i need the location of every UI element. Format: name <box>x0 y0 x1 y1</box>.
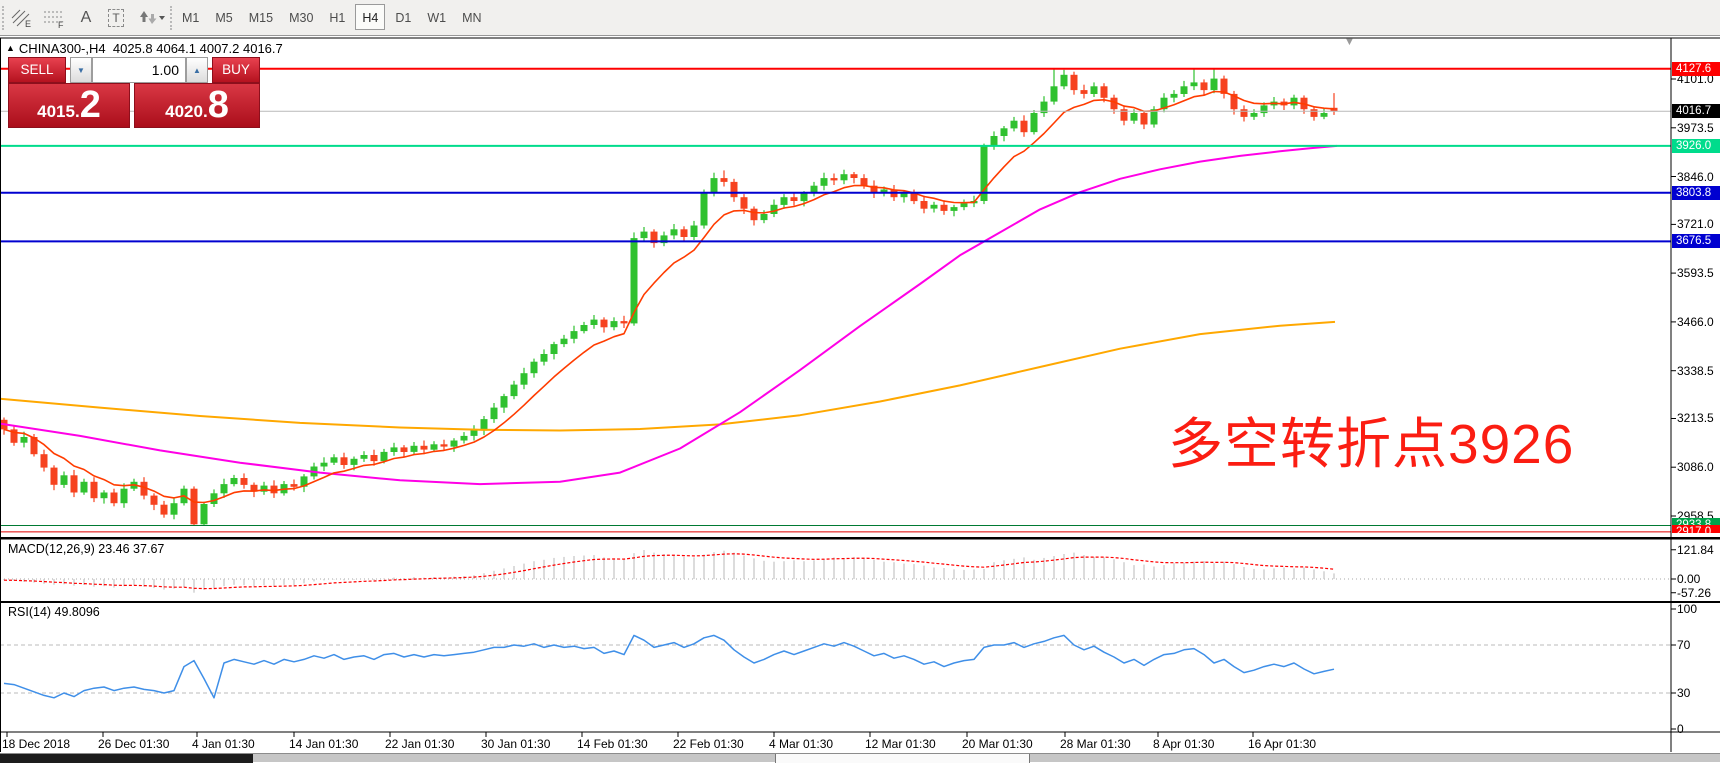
date-tick-label: 4 Jan 01:30 <box>192 737 255 751</box>
timeframe-button-m5[interactable]: M5 <box>215 11 233 25</box>
price-tick-label: 3846.0 <box>1677 170 1714 184</box>
price-tick-label: 3721.0 <box>1677 217 1714 231</box>
date-tick-label: 22 Feb 01:30 <box>673 737 744 751</box>
fibonacci-retracement-icon[interactable]: F <box>40 4 68 32</box>
collapse-triangle-icon[interactable]: ▲ <box>6 43 15 53</box>
rsi-scale-label: 30 <box>1677 686 1691 700</box>
icon-letter: F <box>58 20 64 28</box>
date-tick-label: 14 Jan 01:30 <box>289 737 359 751</box>
icon-letter: E <box>25 19 31 28</box>
ohlc-readout: 4025.8 4064.1 4007.2 4016.7 <box>112 41 283 56</box>
date-tick-label: 28 Mar 01:30 <box>1060 737 1131 751</box>
buy-price-pips: 8 <box>207 84 229 126</box>
date-tick-label: 16 Apr 01:30 <box>1248 737 1317 751</box>
timeframe-button-d1[interactable]: D1 <box>395 11 412 25</box>
volume-decrease-button[interactable]: ▼ <box>70 57 92 83</box>
chart-shift-marker-icon[interactable]: ▼ <box>1344 36 1355 48</box>
date-tick-label: 14 Feb 01:30 <box>577 737 648 751</box>
date-tick-label: 12 Mar 01:30 <box>865 737 936 751</box>
buy-price-tile[interactable]: 4020 . 8 <box>134 83 260 128</box>
price-tick-label: 3466.0 <box>1677 315 1714 329</box>
macd-scale-label: -57.26 <box>1677 585 1712 600</box>
sell-price-tile[interactable]: 4015 . 2 <box>8 83 130 128</box>
timeframe-button-h4[interactable]: H4 <box>355 4 386 30</box>
sell-price-main: 4015 <box>37 102 75 121</box>
timeframe-button-mn[interactable]: MN <box>462 11 482 25</box>
rsi-scale-label: 70 <box>1677 638 1691 652</box>
rsi-label: RSI(14) 49.8096 <box>8 605 100 619</box>
timeframe-button-m1[interactable]: M1 <box>182 11 200 25</box>
sell-button[interactable]: SELL <box>8 57 66 83</box>
price-tick-label: 3973.5 <box>1677 121 1714 135</box>
toolbar-separator <box>170 6 174 30</box>
chevron-down-icon <box>159 16 165 21</box>
equidistant-channel-icon[interactable]: E <box>8 4 36 32</box>
sell-price-pips: 2 <box>79 84 101 126</box>
trade-panel-top-row: SELL ▼ 1.00 ▲ BUY <box>8 57 260 83</box>
text-icon[interactable]: A <box>80 9 92 26</box>
text-label-icon[interactable]: T <box>102 4 130 32</box>
date-tick-label: 20 Mar 01:30 <box>962 737 1033 751</box>
date-tick-label: 22 Jan 01:30 <box>385 737 455 751</box>
price-tick-label: 3086.0 <box>1677 460 1714 474</box>
price-tick-label: 3593.5 <box>1677 266 1714 280</box>
price-badge-2917.0: 2917.0 <box>1672 525 1720 533</box>
price-tick-label: 3338.5 <box>1677 364 1714 378</box>
rsi-scale-label: 100 <box>1677 602 1698 616</box>
timeframe-button-m30[interactable]: M30 <box>289 11 314 25</box>
sell-price-dot: . <box>74 102 80 121</box>
buy-price-dot: . <box>202 102 208 121</box>
chart-header: ▲ CHINA300-,H4 4025.8 4064.1 4007.2 4016.… <box>6 41 283 56</box>
timeframe-toolbar: M1 M5 M15 M30 H1 H4 D1 W1 MN <box>176 4 492 32</box>
chart-tabs-strip <box>0 753 1720 763</box>
tab-strip-dark-segment[interactable] <box>0 754 253 763</box>
macd-scale-label: 0.00 <box>1677 572 1701 586</box>
buy-price-main: 4020 <box>165 102 203 121</box>
volume-input[interactable]: 1.00 <box>92 57 186 83</box>
price-badge-3926.0: 3926.0 <box>1672 139 1720 153</box>
rsi-scale-label: 0 <box>1677 722 1684 736</box>
date-tick-label: 8 Apr 01:30 <box>1153 737 1215 751</box>
date-tick-label: 4 Mar 01:30 <box>769 737 834 751</box>
toolbar: E F A T M1 M5 M15 M30 H1 H4 D1 W1 MN <box>0 0 1720 36</box>
date-tick-label: 18 Dec 2018 <box>2 737 71 751</box>
toolbar-grip[interactable] <box>2 6 6 30</box>
timeframe-button-h1[interactable]: H1 <box>329 11 346 25</box>
timeframe-button-m15[interactable]: M15 <box>248 11 274 25</box>
date-tick-label: 30 Jan 01:30 <box>481 737 551 751</box>
price-badge-3676.5: 3676.5 <box>1672 234 1720 248</box>
macd-label: MACD(12,26,9) 23.46 37.67 <box>8 542 165 556</box>
macd-scale-label: 121.84 <box>1677 542 1714 557</box>
price-badge-3803.8: 3803.8 <box>1672 186 1720 200</box>
symbol-period-label: CHINA300-,H4 <box>18 41 106 56</box>
price-badge-4127.6: 4127.6 <box>1672 62 1720 76</box>
chart-annotation-text: 多空转折点3926 <box>1168 413 1575 475</box>
volume-increase-button[interactable]: ▲ <box>186 57 208 83</box>
tab-strip-light-segment[interactable] <box>775 754 1030 763</box>
timeframe-button-w1[interactable]: W1 <box>427 11 447 25</box>
arrow-tools-icon[interactable] <box>134 4 168 32</box>
buy-button[interactable]: BUY <box>212 57 260 83</box>
date-tick-label: 26 Dec 01:30 <box>98 737 170 751</box>
price-tick-label: 3213.5 <box>1677 411 1714 425</box>
one-click-trading-panel: SELL ▼ 1.00 ▲ BUY 4015 . 2 4020 . 8 <box>8 57 260 128</box>
price-badge-4016.7: 4016.7 <box>1672 104 1720 118</box>
